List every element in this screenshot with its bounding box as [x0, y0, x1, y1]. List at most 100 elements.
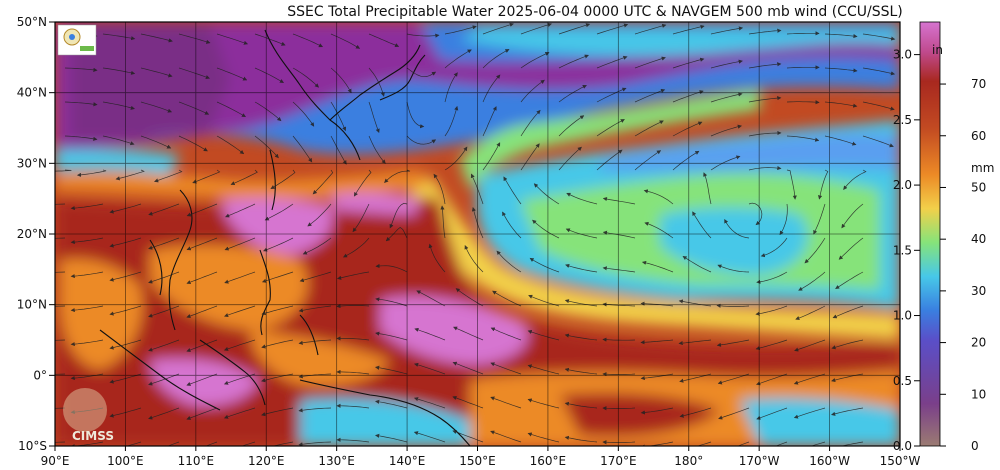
streamline-arrow — [148, 271, 180, 284]
streamline-arrow — [55, 203, 66, 205]
streamline-arrow — [307, 203, 332, 227]
streamline-arrow — [795, 305, 826, 320]
cimss-logo-text: CIMSS — [72, 429, 114, 443]
latitude-labels: 50°N 40°N 30°N 20°N 10°N 0° 10°S — [17, 15, 55, 453]
streamline-arrow — [634, 88, 666, 103]
streamline-arrow — [696, 441, 712, 446]
streamline-arrow — [55, 305, 66, 307]
streamline-arrow — [831, 373, 864, 383]
streamline-arrow — [490, 362, 522, 375]
streamline-arrow — [520, 143, 540, 171]
streamline-arrow — [216, 135, 245, 155]
streamline-arrow — [270, 169, 296, 189]
streamline-arrow — [444, 49, 472, 69]
streamline-arrow — [444, 72, 458, 103]
streamline-arrow — [330, 101, 347, 132]
streamline-arrow — [634, 23, 667, 35]
streamline-arrow — [643, 189, 674, 205]
streamline-arrow — [148, 237, 180, 250]
streamline-arrow — [406, 135, 437, 145]
streamline-arrow — [760, 237, 788, 258]
streamline-arrow — [406, 67, 437, 78]
inch-tick-label: 2.0 — [893, 178, 912, 192]
streamline-arrow — [672, 57, 705, 69]
streamline-arrow — [679, 407, 712, 418]
streamline-arrow — [862, 135, 894, 148]
streamline-arrow — [596, 23, 629, 35]
streamline-arrow — [798, 271, 826, 291]
streamline-arrow — [336, 437, 370, 443]
streamline-arrow — [368, 67, 385, 97]
streamline-arrow — [564, 435, 598, 443]
streamline-arrow — [126, 441, 142, 446]
streamline-arrow — [389, 202, 408, 229]
streamline-arrow — [205, 441, 218, 446]
inch-tick-label: 1.0 — [893, 309, 912, 323]
longitude-label: 170°W — [739, 454, 780, 468]
streamline-arrow — [55, 339, 66, 341]
streamline-arrow — [292, 101, 315, 127]
streamline-arrow — [520, 109, 541, 137]
streamline-arrow — [70, 271, 104, 279]
streamline-arrow — [641, 260, 674, 273]
streamline-arrow — [352, 203, 370, 233]
streamline-arrow — [413, 397, 446, 409]
streamline-arrow — [832, 305, 864, 319]
streamline-arrow — [710, 59, 743, 69]
streamline-arrow — [216, 101, 247, 118]
longitude-label: 170°E — [600, 454, 637, 468]
streamline-arrow — [672, 150, 700, 171]
streamline-arrow — [748, 28, 782, 35]
streamline-arrow — [492, 290, 522, 307]
streamline-arrow — [824, 101, 858, 108]
streamline-arrow — [490, 396, 522, 409]
colorbar-inch-unit: in — [932, 43, 943, 57]
streamline-arrow — [115, 169, 145, 181]
streamline-arrow — [748, 96, 782, 103]
streamline-arrow — [564, 299, 598, 307]
streamline-arrow — [102, 33, 136, 41]
streamline-arrow — [490, 430, 522, 443]
mm-tick-label: 30 — [971, 284, 986, 298]
mm-tick-label: 0 — [971, 439, 979, 453]
streamline-arrow — [452, 396, 484, 409]
streamline-arrow — [55, 271, 66, 273]
streamline-arrow — [261, 271, 294, 283]
streamline-arrow — [862, 33, 896, 41]
streamline-arrow — [186, 271, 218, 285]
streamline-arrow — [602, 406, 636, 411]
streamline-arrow — [602, 266, 636, 273]
streamline-arrow — [482, 106, 497, 137]
streamline-arrow — [302, 237, 332, 255]
longitude-label: 90°E — [41, 454, 70, 468]
streamline-arrow — [298, 441, 332, 446]
streamline-arrow — [148, 407, 180, 420]
streamline-arrow — [298, 339, 332, 345]
streamline-arrow — [558, 54, 589, 69]
longitude-label: 160°W — [809, 454, 850, 468]
streamline-arrow — [786, 169, 797, 200]
latitude-label: 50°N — [17, 15, 47, 29]
streamline-arrow — [223, 339, 256, 351]
streamline-arrow — [710, 124, 742, 137]
streamline-arrow — [216, 67, 248, 81]
streamline-arrow — [527, 329, 560, 341]
mm-tick-label: 60 — [971, 129, 986, 143]
streamline-arrow — [342, 237, 370, 258]
streamline-arrow — [838, 237, 864, 260]
colorbar: 3.0 2.5 2.0 1.5 1.0 0.5 0.0 70 60 50 40 30 20 10 0 in… — [893, 21, 994, 453]
longitude-label: 150°E — [459, 454, 496, 468]
streamline-arrow — [337, 271, 370, 280]
streamline-arrow — [225, 203, 256, 218]
streamline-arrow — [640, 339, 674, 345]
streamline-arrow — [178, 101, 210, 115]
streamline-arrow — [261, 339, 294, 349]
streamline-arrow — [70, 305, 104, 313]
streamline-arrow — [602, 230, 636, 239]
streamline-arrow — [558, 23, 591, 35]
streamline-arrow — [748, 130, 782, 137]
streamline-arrow — [455, 288, 484, 307]
streamline-arrow — [564, 333, 598, 341]
latitude-label: 30°N — [17, 156, 47, 170]
streamline-arrow — [634, 56, 666, 69]
